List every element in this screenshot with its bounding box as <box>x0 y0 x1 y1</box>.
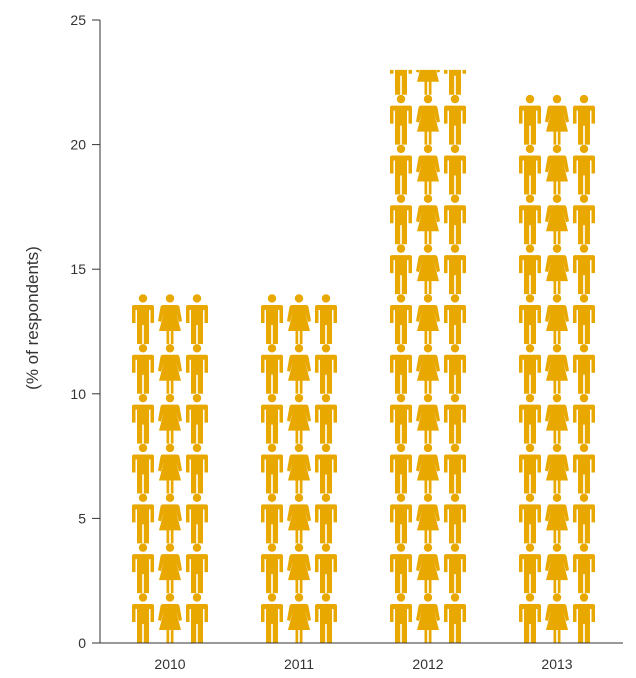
y-ticks-group: 0 5 10 15 20 25 <box>70 12 100 651</box>
bars-group <box>132 69 595 643</box>
y-tick-label: 15 <box>70 261 86 277</box>
y-tick-label: 25 <box>70 12 86 28</box>
y-tick-label: 20 <box>70 137 86 153</box>
x-tick-label: 2011 <box>284 656 314 672</box>
x-tick-label: 2010 <box>154 656 185 672</box>
axes-group <box>99 20 623 644</box>
bar-2011 <box>261 294 337 643</box>
bar-2010 <box>132 294 208 643</box>
x-tick-label: 2013 <box>541 656 572 672</box>
y-tick-label: 10 <box>70 386 86 402</box>
x-ticks-group: 2010 2011 2012 2013 <box>154 656 572 672</box>
y-tick-label: 0 <box>78 635 86 651</box>
x-tick-label: 2012 <box>412 656 443 672</box>
bar-2012 <box>390 69 466 643</box>
bar-2013 <box>519 94 595 643</box>
y-tick-label: 5 <box>78 510 86 526</box>
y-axis-title: (% of respondents) <box>23 246 42 390</box>
